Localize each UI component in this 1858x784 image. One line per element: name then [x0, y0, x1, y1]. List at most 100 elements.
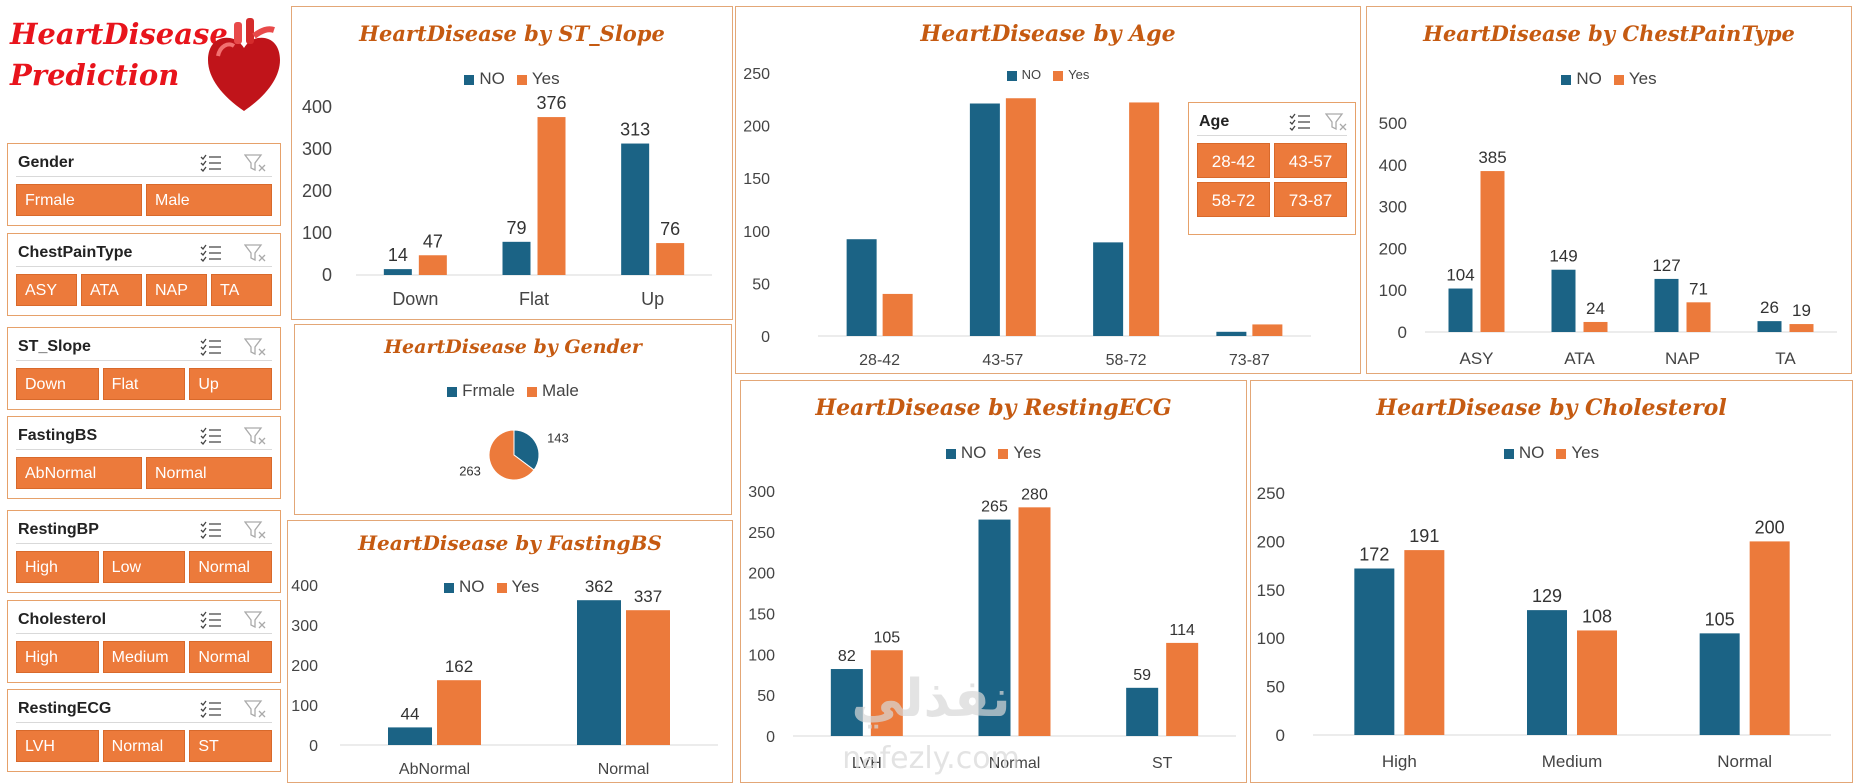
multi-select-icon[interactable] — [200, 521, 222, 539]
clear-filter-icon[interactable] — [244, 243, 266, 263]
legend-label: Yes — [1628, 69, 1657, 88]
slicer-item[interactable]: ASY — [16, 274, 77, 306]
slicer-item[interactable]: Low — [102, 551, 186, 583]
bar-no — [1126, 687, 1159, 736]
legend-item: Yes — [998, 443, 1041, 463]
data-label: 82 — [838, 648, 856, 665]
y-tick-label: 300 — [748, 484, 775, 501]
data-label: 265 — [981, 499, 1008, 516]
y-tick-label: 400 — [291, 578, 318, 595]
chart-svg: 0 50 100 150 200 250 28-42 43-57 58-72 73-87 — [743, 66, 1311, 369]
clear-filter-icon[interactable] — [244, 699, 266, 719]
bar-yes — [626, 610, 670, 745]
slicer-item[interactable]: Frmale — [16, 184, 142, 216]
slicer-item[interactable]: Up — [189, 368, 273, 400]
clear-filter-icon[interactable] — [244, 610, 266, 630]
bar-yes — [882, 293, 913, 336]
heart-icon — [208, 18, 280, 111]
bar-no — [577, 600, 621, 745]
data-label: 172 — [1359, 545, 1389, 565]
clear-filter-icon[interactable] — [244, 337, 266, 357]
bar-yes — [1577, 630, 1617, 735]
chart-legend: NO Yes — [438, 577, 545, 597]
slicer-title: FastingBS — [18, 427, 98, 444]
chart-chestpaintype: 0 100 200 300 400 500 ASY 104 385 ATA 149 24 NAP 127 7… — [1366, 6, 1852, 374]
multi-select-icon[interactable] — [200, 611, 222, 629]
y-tick-label: 0 — [1276, 726, 1285, 745]
clear-filter-icon[interactable] — [1325, 112, 1347, 132]
slicer-item[interactable]: 43-57 — [1274, 143, 1347, 178]
slicer-item[interactable]: AbNormal — [16, 457, 142, 489]
legend-label: Yes — [1068, 67, 1090, 82]
slicer-item[interactable]: Down — [16, 368, 99, 400]
chart-legend: NO Yes — [1251, 443, 1852, 463]
legend-item: NO — [1006, 67, 1041, 82]
legend-item: NO — [444, 577, 485, 597]
data-label: 191 — [1409, 526, 1439, 546]
slicer-chestpaintype: ChestPainType ASY ATA NAP TA — [7, 233, 281, 316]
clear-filter-icon[interactable] — [244, 520, 266, 540]
slicer-item[interactable]: NAP — [146, 274, 207, 306]
multi-select-icon[interactable] — [1289, 113, 1311, 131]
slicer-item[interactable]: 28-42 — [1197, 143, 1270, 178]
data-label: 149 — [1549, 247, 1577, 266]
data-label: 14 — [388, 245, 408, 265]
clear-filter-icon[interactable] — [244, 153, 266, 173]
slicer-item[interactable]: Medium — [102, 641, 186, 673]
multi-select-icon[interactable] — [200, 338, 222, 356]
slicer-st-slope: ST_Slope Down Flat Up — [7, 327, 281, 410]
legend-label: Male — [542, 381, 579, 400]
slicer-restingecg: RestingECG LVH Normal ST — [7, 689, 281, 772]
legend-label: NO — [459, 577, 485, 596]
y-tick-label: 200 — [748, 566, 775, 583]
y-tick-label: 100 — [1257, 629, 1285, 648]
data-label: 19 — [1792, 301, 1811, 320]
x-tick-label: 58-72 — [1106, 352, 1147, 369]
bar-yes — [1583, 321, 1608, 332]
legend-label: NO — [960, 443, 987, 462]
slicer-title: Age — [1199, 113, 1230, 130]
multi-select-icon[interactable] — [200, 427, 222, 445]
y-tick-label: 0 — [766, 729, 775, 746]
slicer-item[interactable]: Normal — [189, 551, 273, 583]
legend-item: NO — [1561, 69, 1602, 89]
x-tick-label: Up — [641, 289, 664, 309]
slicer-header: ST_Slope — [16, 336, 272, 361]
slicer-item[interactable]: TA — [211, 274, 272, 306]
slicer-item[interactable]: 73-87 — [1274, 182, 1347, 217]
slicer-item[interactable]: ST — [189, 730, 273, 762]
multi-select-icon[interactable] — [200, 244, 222, 262]
clear-filter-icon[interactable] — [244, 426, 266, 446]
x-tick-label: Medium — [1542, 752, 1602, 771]
data-label: 263 — [459, 464, 481, 479]
chart-fastingbs: 0 100 200 300 400 AbNormal 44 162 Normal 362 337 He… — [287, 520, 733, 783]
slicer-item[interactable]: Flat — [102, 368, 186, 400]
slicer-item[interactable]: Normal — [146, 457, 272, 489]
slicer-title: RestingECG — [18, 700, 112, 717]
bar-yes — [1686, 302, 1711, 332]
pie-slice — [513, 429, 540, 471]
slicer-item[interactable]: High — [16, 641, 99, 673]
slicer-item[interactable]: Normal — [102, 730, 186, 762]
slicer-item[interactable]: High — [16, 551, 99, 583]
slicer-item[interactable]: Normal — [189, 641, 273, 673]
x-tick-label: AbNormal — [399, 761, 470, 778]
multi-select-icon[interactable] — [200, 700, 222, 718]
y-tick-label: 400 — [1379, 156, 1407, 175]
slicer-items: 28-42 43-57 58-72 73-87 — [1197, 143, 1347, 217]
slicer-item[interactable]: ATA — [81, 274, 142, 306]
chart-title: HeartDisease by Age — [920, 21, 1176, 47]
chart-title: HeartDisease by ChestPainType — [1423, 21, 1795, 46]
chart-restingecg: 0 50 100 150 200 250 300 LVH 82 105 Normal 265 280 ST… — [740, 380, 1247, 783]
x-tick-label: Normal — [598, 761, 650, 778]
slicer-item[interactable]: Male — [146, 184, 272, 216]
bar-no — [1216, 331, 1247, 336]
chart-st-slope: 0 100 200 300 400 Down 14 47 Flat 79 376 Up 313 76 Hea… — [291, 6, 733, 320]
slicer-item[interactable]: 58-72 — [1197, 182, 1270, 217]
y-tick-label: 150 — [1257, 581, 1285, 600]
multi-select-icon[interactable] — [200, 154, 222, 172]
y-tick-label: 0 — [309, 738, 318, 755]
x-tick-label: 28-42 — [859, 352, 900, 369]
data-label: 79 — [506, 218, 526, 238]
slicer-item[interactable]: LVH — [16, 730, 99, 762]
